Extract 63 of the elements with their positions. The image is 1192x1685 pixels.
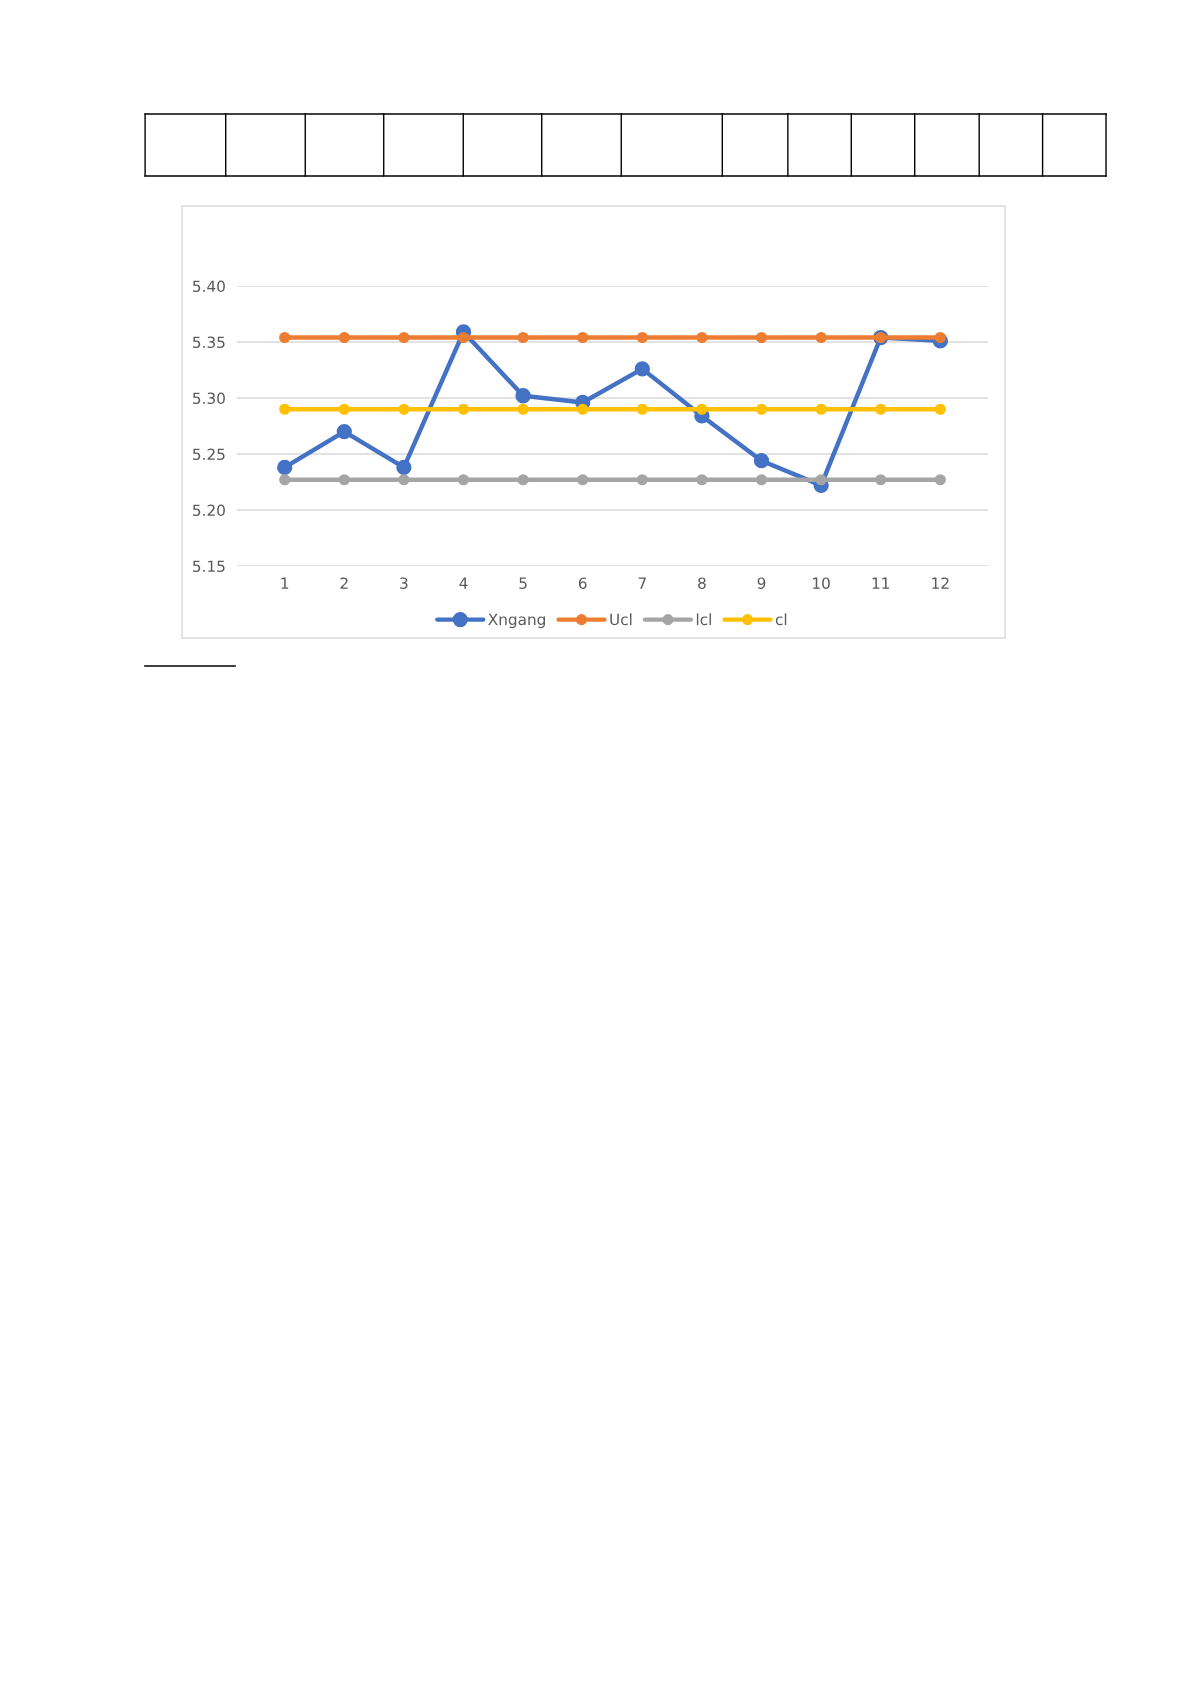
point xyxy=(577,474,589,486)
point xyxy=(753,453,770,469)
point xyxy=(338,403,350,415)
point xyxy=(577,403,589,415)
point xyxy=(815,331,827,344)
y-tick-label: 5.35 xyxy=(193,336,225,349)
point xyxy=(279,403,291,415)
point xyxy=(755,474,768,486)
point xyxy=(634,361,650,377)
x-tick-label: 5 xyxy=(519,577,527,589)
legend-label: Xngang xyxy=(488,613,545,629)
point xyxy=(396,459,412,476)
x-tick-label: 9 xyxy=(757,577,766,589)
point xyxy=(934,403,946,415)
y-tick-label: 5.40 xyxy=(193,280,225,293)
point xyxy=(636,331,648,344)
point xyxy=(517,331,529,344)
point xyxy=(279,474,291,486)
x-tick-label: 1 xyxy=(281,577,289,589)
point xyxy=(457,331,470,344)
point xyxy=(755,331,768,344)
x-tick-label: 11 xyxy=(872,577,890,589)
x-tick-label: 2 xyxy=(340,577,348,589)
x-tick-label: 3 xyxy=(400,577,408,589)
legend-label: Ucl xyxy=(610,613,632,626)
x-tick-label: 12 xyxy=(932,577,949,589)
point xyxy=(755,403,768,415)
point xyxy=(696,331,708,344)
point xyxy=(577,331,589,344)
point xyxy=(336,423,352,440)
point xyxy=(515,388,531,404)
x-tick-label: 8 xyxy=(698,577,706,589)
x-tick-label: 4 xyxy=(459,577,468,589)
point xyxy=(398,403,410,415)
x-tick-label: 10 xyxy=(813,577,830,589)
y-tick-label: 5.15 xyxy=(193,560,225,573)
point xyxy=(517,403,529,415)
point xyxy=(636,474,648,486)
legend-label: cl xyxy=(775,613,787,626)
point xyxy=(338,474,350,486)
point xyxy=(875,403,887,415)
point xyxy=(338,331,350,344)
point xyxy=(934,474,946,486)
x-tick-label: 7 xyxy=(638,577,646,589)
point xyxy=(815,403,827,415)
legend-label: lcl xyxy=(696,613,711,626)
point xyxy=(398,474,410,486)
point xyxy=(277,459,293,476)
point xyxy=(934,331,946,344)
y-tick-label: 5.25 xyxy=(193,448,225,461)
point xyxy=(875,474,887,486)
y-tick-label: 5.30 xyxy=(193,392,225,405)
point xyxy=(696,474,708,486)
point xyxy=(457,474,470,486)
point xyxy=(517,474,529,486)
point xyxy=(398,331,410,344)
point xyxy=(457,403,470,415)
point xyxy=(636,403,648,415)
point xyxy=(696,403,708,415)
point xyxy=(815,474,827,486)
y-tick-label: 5.20 xyxy=(193,504,225,517)
point xyxy=(279,331,291,344)
x-tick-label: 6 xyxy=(578,577,587,589)
